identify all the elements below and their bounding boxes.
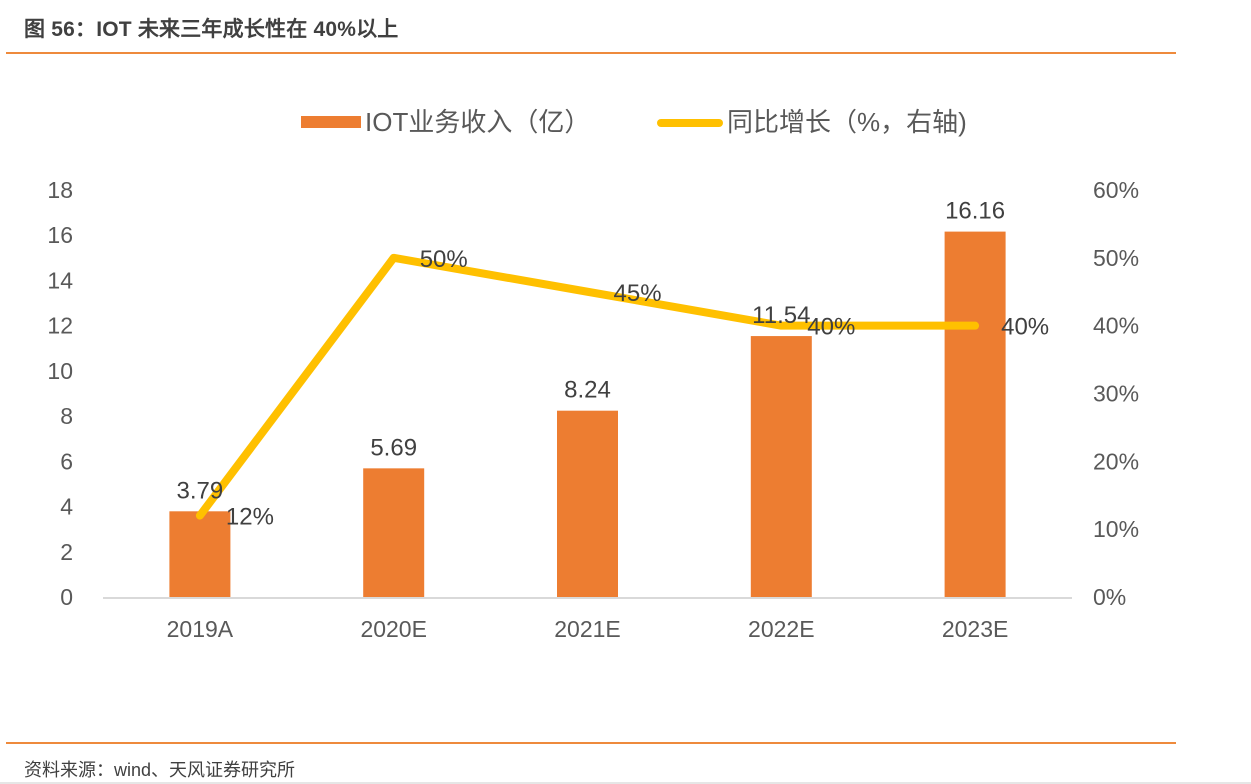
growth-line <box>195 253 980 520</box>
left-tick-label: 2 <box>60 539 73 565</box>
line-value-label: 40% <box>807 314 855 341</box>
line-value-label: 40% <box>1001 314 1049 341</box>
title-divider <box>6 52 1176 54</box>
legend-swatch-bar <box>301 116 361 128</box>
right-tick-label: 30% <box>1093 381 1139 407</box>
bar <box>944 231 1006 598</box>
left-axis: 0 2 4 6 8 10 12 14 16 18 <box>47 177 73 610</box>
bar-value-label: 11.54 <box>752 302 810 329</box>
x-tick-label: 2023E <box>942 616 1009 642</box>
line-value-label: 50% <box>420 246 468 273</box>
bar-value-label: 8.24 <box>564 377 611 404</box>
right-tick-label: 50% <box>1093 245 1139 271</box>
bar-series <box>169 231 1006 598</box>
bar <box>169 511 231 597</box>
bar <box>363 468 425 597</box>
legend-label-bar: IOT业务收入（亿） <box>365 107 590 137</box>
x-tick-label: 2019A <box>167 616 234 642</box>
left-tick-label: 18 <box>47 177 73 203</box>
bar-value-label: 16.16 <box>945 198 1005 225</box>
bar <box>557 410 618 597</box>
data-labels: 3.79 5.69 8.24 11.54 16.16 12% 50% 45% 40% 40% <box>177 198 1050 531</box>
right-tick-label: 10% <box>1093 516 1139 542</box>
source-note: 资料来源：wind、天风证券研究所 <box>24 760 296 780</box>
bar <box>750 336 812 597</box>
legend: IOT业务收入（亿） 同比增长（%，右轴) <box>301 107 967 137</box>
left-tick-label: 12 <box>47 313 73 339</box>
figure-title: 图 56：IOT 未来三年成长性在 40%以上 <box>24 18 399 41</box>
left-tick-label: 14 <box>47 267 73 293</box>
legend-label-line: 同比增长（%，右轴) <box>727 107 967 137</box>
right-tick-label: 20% <box>1093 448 1139 474</box>
x-axis-labels: 2019A 2020E 2021E 2022E 2023E <box>167 616 1009 642</box>
page-edge <box>0 782 1251 784</box>
left-tick-label: 8 <box>60 403 73 429</box>
line-value-label: 45% <box>614 280 662 307</box>
line-value-label: 12% <box>226 504 274 531</box>
left-tick-label: 10 <box>47 358 73 384</box>
right-axis: 0% 10% 20% 30% 40% 50% 60% <box>1093 177 1139 610</box>
x-tick-label: 2021E <box>554 616 621 642</box>
right-tick-label: 0% <box>1093 584 1126 610</box>
left-tick-label: 0 <box>60 584 73 610</box>
left-tick-label: 4 <box>60 494 73 520</box>
line-series <box>195 253 980 520</box>
bar-value-label: 5.69 <box>370 434 417 461</box>
left-tick-label: 6 <box>60 448 73 474</box>
bar-value-label: 3.79 <box>177 477 224 504</box>
right-tick-label: 40% <box>1093 313 1139 339</box>
x-tick-label: 2020E <box>360 616 427 642</box>
left-tick-label: 16 <box>47 222 73 248</box>
right-tick-label: 60% <box>1093 177 1139 203</box>
x-tick-label: 2022E <box>748 616 815 642</box>
source-divider <box>6 742 1176 744</box>
